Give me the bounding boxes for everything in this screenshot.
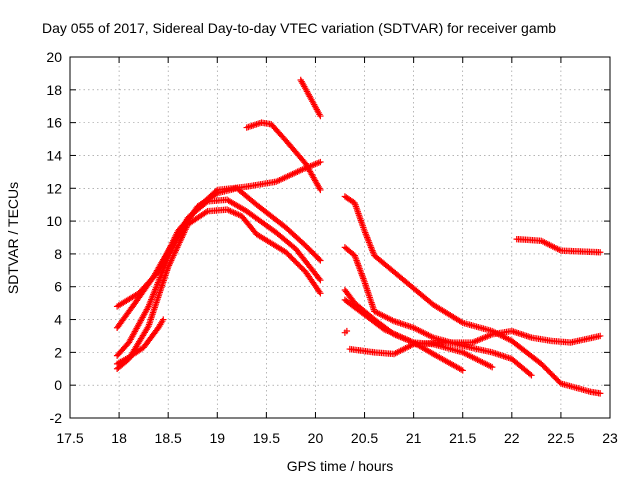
x-tick-label: 18.5 xyxy=(155,430,182,446)
data-point-marker xyxy=(160,316,167,323)
x-tick-label: 21.5 xyxy=(449,430,476,446)
series-track-10 xyxy=(341,286,466,374)
x-tick-label: 22 xyxy=(504,430,520,446)
data-point-marker xyxy=(459,367,466,374)
data-point-marker xyxy=(596,390,604,397)
x-tick-label: 17.5 xyxy=(56,430,83,446)
data-point-marker xyxy=(317,276,324,284)
series-track-13 xyxy=(513,235,604,256)
data-point-marker xyxy=(316,288,323,295)
data-point-marker xyxy=(317,158,324,166)
series-track-9 xyxy=(341,244,535,379)
data-point-marker xyxy=(343,327,351,335)
series-track-14 xyxy=(341,327,351,336)
y-tick-label: -2 xyxy=(50,410,63,426)
y-tick-label: 6 xyxy=(54,279,62,295)
data-point-marker xyxy=(317,290,324,297)
y-tick-label: 4 xyxy=(54,312,62,328)
data-point-marker xyxy=(317,257,324,264)
y-tick-label: 2 xyxy=(54,344,62,360)
data-point-marker xyxy=(315,256,323,263)
y-axis-label: SDTVAR / TECUs xyxy=(5,182,21,294)
plot-frame xyxy=(69,56,611,419)
data-point-marker xyxy=(212,187,220,195)
y-tick-label: 10 xyxy=(46,213,62,229)
y-tick-label: 12 xyxy=(46,180,62,196)
data-point-marker xyxy=(596,249,604,256)
data-point-marker xyxy=(488,363,496,371)
y-tick-label: 20 xyxy=(46,49,62,65)
x-tick-label: 23 xyxy=(602,430,618,446)
data-point-marker xyxy=(526,370,534,378)
x-tick-label: 21 xyxy=(406,430,422,446)
series-track-12 xyxy=(346,327,604,358)
data-points xyxy=(113,76,604,397)
y-tick-label: 16 xyxy=(46,115,62,131)
x-tick-label: 22.5 xyxy=(547,430,574,446)
series-track-11 xyxy=(341,296,496,371)
series-track-5 xyxy=(113,316,167,368)
data-point-marker xyxy=(596,332,604,340)
y-tick-label: 0 xyxy=(54,377,62,393)
x-tick-label: 19 xyxy=(209,430,225,446)
axis-ticks: 17.5 18 18.5 19 19.5 20 20.5 21 21.5 22 22.5 23 -2 0 2… xyxy=(46,49,618,446)
y-tick-label: 14 xyxy=(46,147,62,163)
series-track-6 xyxy=(243,119,324,194)
y-tick-label: 18 xyxy=(46,82,62,98)
data-point-marker xyxy=(317,186,324,194)
x-axis-label: GPS time / hours xyxy=(287,458,394,474)
x-tick-label: 20 xyxy=(308,430,324,446)
y-tick-label: 8 xyxy=(54,246,62,262)
data-point-marker xyxy=(317,112,324,120)
data-point-marker xyxy=(202,209,210,216)
chart-title: Day 055 of 2017, Sidereal Day-to-day VTE… xyxy=(42,20,556,36)
x-tick-label: 20.5 xyxy=(351,430,378,446)
series-track-7 xyxy=(297,76,324,120)
x-tick-label: 19.5 xyxy=(253,430,280,446)
series-track-1 xyxy=(113,206,324,372)
data-point-marker xyxy=(528,372,535,379)
data-point-marker xyxy=(316,275,323,282)
series-track-8 xyxy=(341,193,604,397)
x-tick-label: 18 xyxy=(111,430,127,446)
